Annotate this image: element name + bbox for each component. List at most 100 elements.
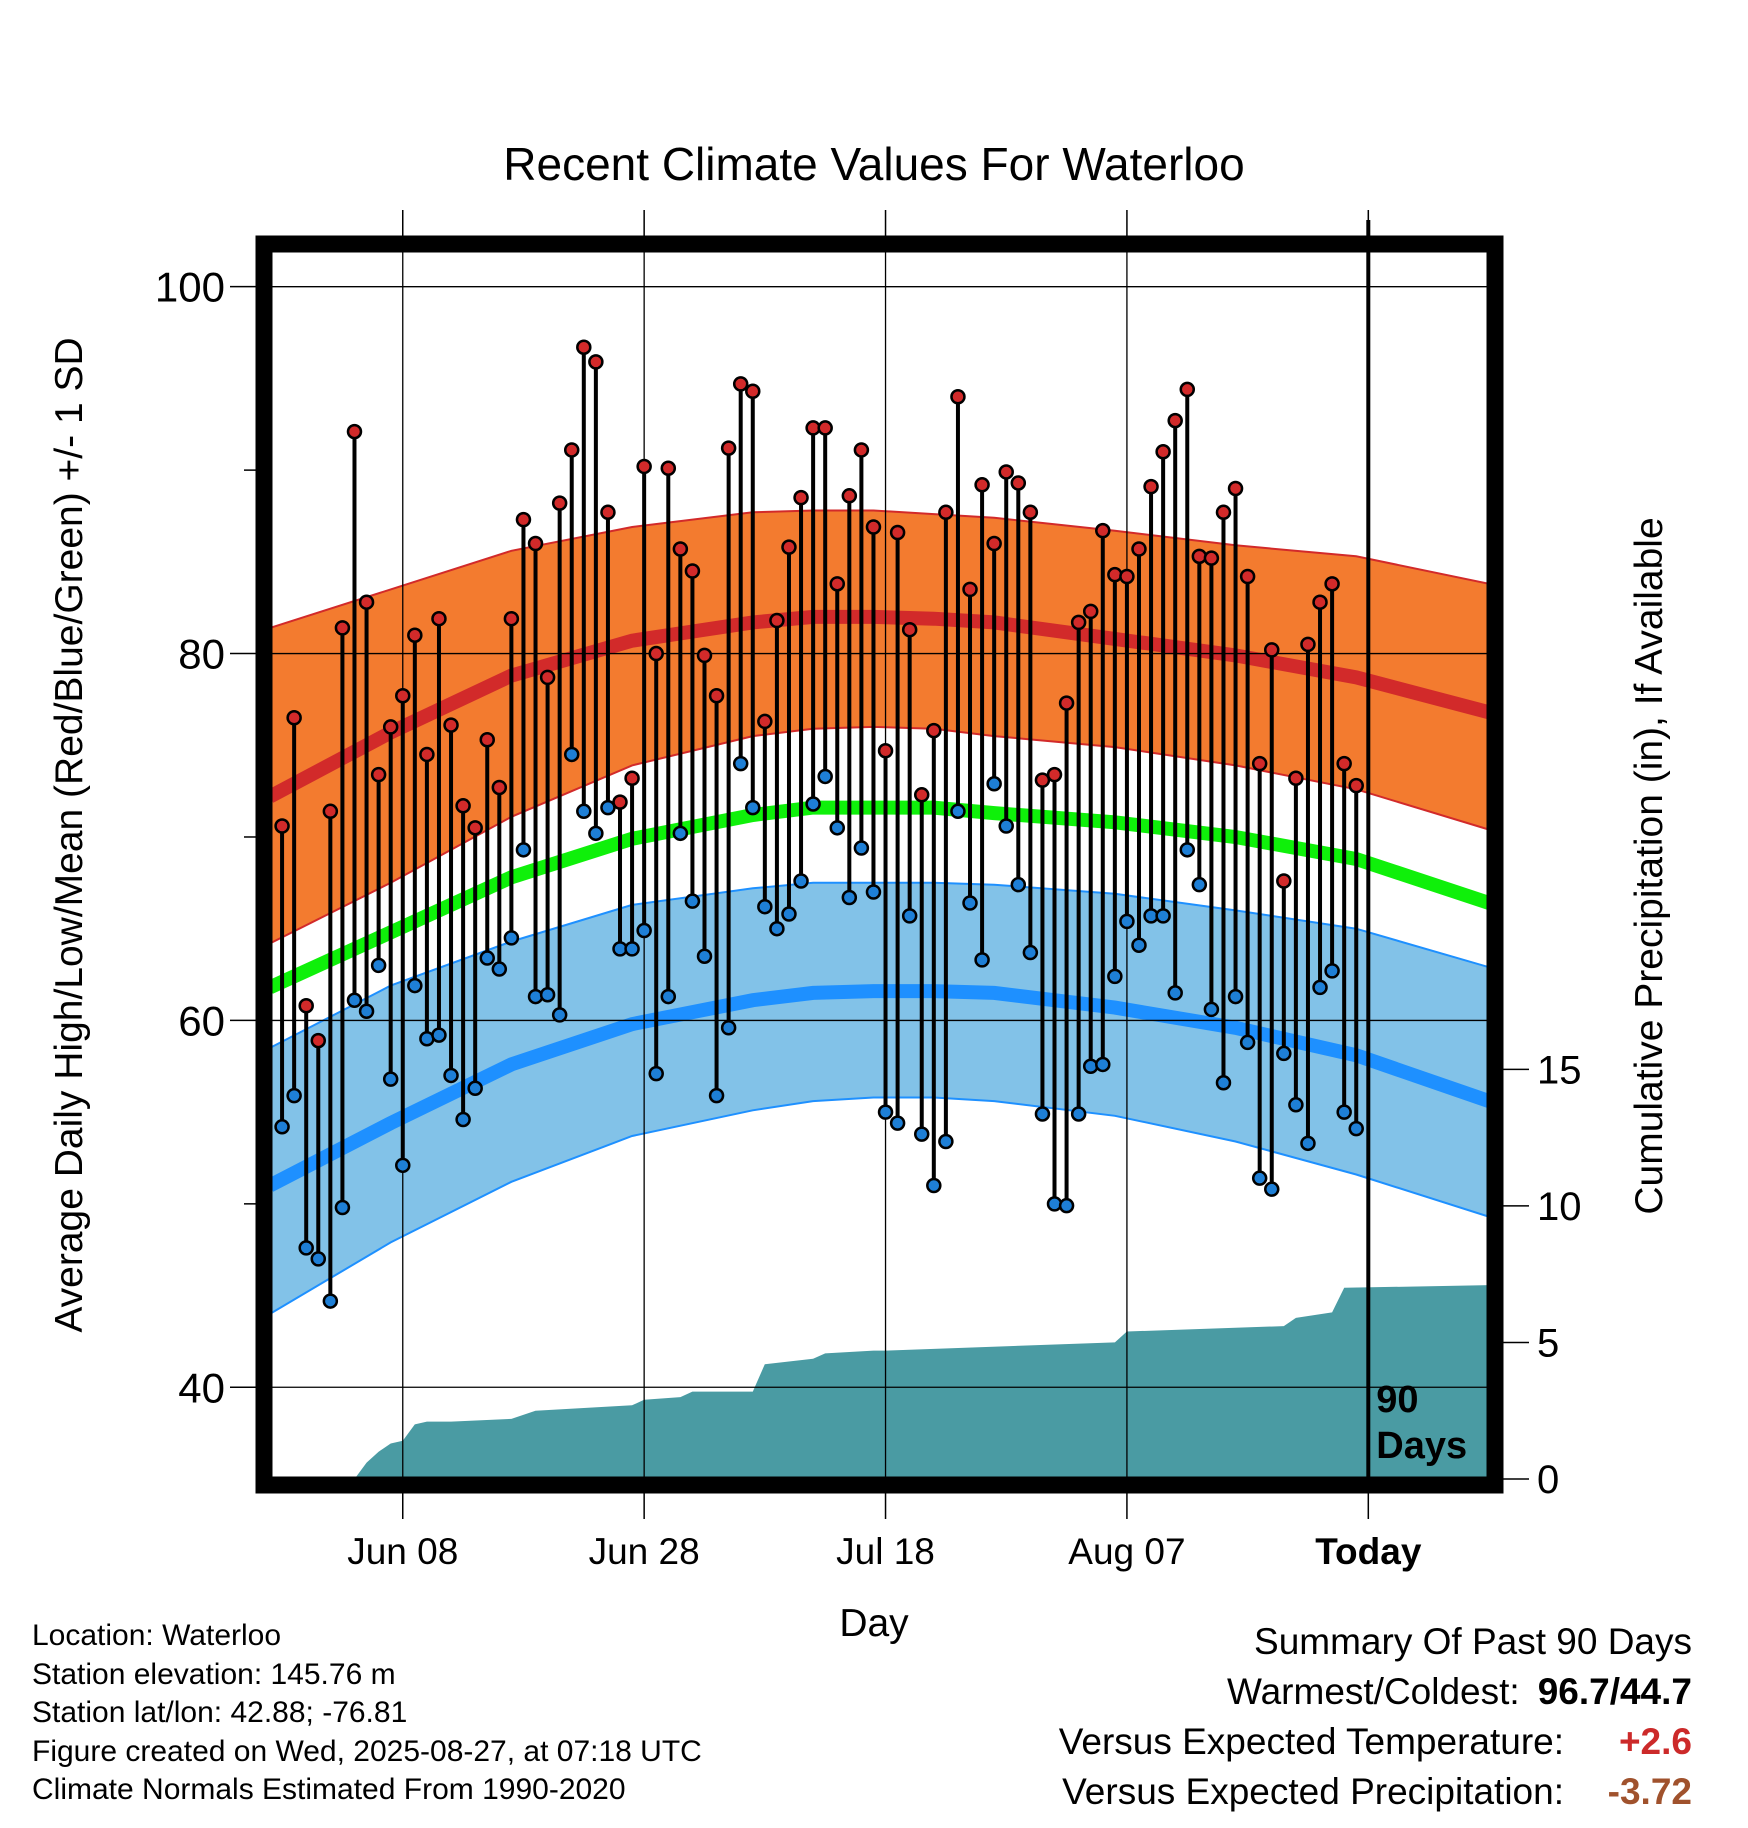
daily-low-point xyxy=(274,1119,290,1135)
daily-high-point xyxy=(467,820,483,836)
daily-high-point xyxy=(913,787,930,803)
daily-low-point xyxy=(407,977,423,994)
x-tick-label: Jun 08 xyxy=(347,1531,458,1572)
daily-high-point xyxy=(672,541,689,557)
warmest-coldest-label: Warmest/Coldest: xyxy=(1227,1671,1520,1712)
daily-high-point xyxy=(660,460,677,477)
daily-high-point xyxy=(986,535,1002,552)
daily-high-point xyxy=(1203,550,1220,566)
daily-high-point xyxy=(648,645,664,662)
daily-high-point xyxy=(443,717,459,733)
daily-high-point xyxy=(1143,478,1159,495)
daily-high-point xyxy=(998,464,1014,480)
daily-high-point xyxy=(576,339,592,355)
daily-low-point xyxy=(1058,1197,1075,1214)
daily-high-point xyxy=(539,669,556,686)
temp-departure-row: Versus Expected Temperature: +2.6 xyxy=(1059,1717,1692,1767)
observation-points xyxy=(274,339,1364,1309)
daily-high-point xyxy=(1300,636,1316,653)
daily-low-point xyxy=(1215,1075,1232,1091)
daily-low-point xyxy=(539,986,556,1003)
daily-high-point xyxy=(1010,475,1027,491)
daily-low-point xyxy=(515,842,532,858)
daily-high-point xyxy=(1336,755,1352,772)
daily-low-point xyxy=(298,1240,314,1256)
daily-low-point xyxy=(672,825,689,842)
daily-low-point xyxy=(901,908,918,924)
daily-high-point xyxy=(1167,412,1183,429)
warmest-coldest-value: 96.7/44.7 xyxy=(1537,1671,1692,1712)
summary-title: Summary Of Past 90 Days xyxy=(1254,1621,1692,1662)
daily-low-point xyxy=(310,1251,327,1267)
y-tick-label: 100 xyxy=(155,264,225,311)
daily-high-point xyxy=(1227,480,1244,497)
y-tick-label: 60 xyxy=(178,997,225,1044)
daily-low-point xyxy=(732,755,749,772)
y-tick-label: 80 xyxy=(178,631,225,678)
daily-high-point xyxy=(1119,568,1135,585)
daily-low-point xyxy=(588,825,604,842)
location-text: Location: Waterloo xyxy=(32,1619,282,1652)
daily-high-point xyxy=(1215,504,1232,521)
x-tick-label: Jun 28 xyxy=(589,1531,700,1572)
daily-high-point xyxy=(515,511,532,528)
daily-low-point xyxy=(889,1115,906,1131)
daily-high-point xyxy=(491,779,508,796)
daily-low-point xyxy=(1010,876,1027,893)
daily-low-point xyxy=(998,818,1014,834)
daily-low-point xyxy=(576,803,592,820)
y2-axis-label: Cumulative Precipitation (in), If Availa… xyxy=(1628,517,1671,1214)
daily-low-point xyxy=(624,941,640,957)
x-tick-label: Jul 18 xyxy=(836,1531,935,1572)
daily-low-point xyxy=(503,930,520,946)
daily-low-point xyxy=(1324,963,1340,979)
daily-low-point xyxy=(1276,1045,1292,1062)
daily-low-point xyxy=(660,988,677,1005)
daily-low-point xyxy=(334,1199,351,1216)
daily-high-point xyxy=(889,524,906,541)
daily-low-point xyxy=(370,957,387,974)
daily-high-point xyxy=(1251,755,1268,772)
daily-low-point xyxy=(551,1007,568,1023)
daily-low-point xyxy=(491,961,508,977)
daily-high-point xyxy=(431,610,447,627)
plot-frame xyxy=(255,235,1504,1494)
daily-low-point xyxy=(600,799,616,816)
daily-low-point xyxy=(793,873,809,889)
daily-high-point xyxy=(841,488,858,504)
daily-high-point xyxy=(938,504,954,521)
daily-high-point xyxy=(1058,695,1075,711)
daily-low-point xyxy=(1179,842,1196,858)
y-tick-label: 40 xyxy=(178,1364,225,1411)
daily-high-point xyxy=(926,722,942,739)
daily-low-point xyxy=(286,1087,302,1104)
daily-low-point xyxy=(1167,985,1183,1001)
daily-low-point xyxy=(1264,1181,1280,1197)
daily-high-point xyxy=(1288,770,1304,787)
daily-high-point xyxy=(382,719,399,735)
daily-low-point xyxy=(817,768,833,785)
daily-high-point xyxy=(358,594,375,610)
daily-high-point xyxy=(310,1032,327,1049)
summary-panel: Summary Of Past 90 Days Warmest/Coldest:… xyxy=(1059,1617,1692,1817)
daily-high-point xyxy=(588,354,604,370)
daily-low-point xyxy=(684,893,701,909)
daily-high-point xyxy=(829,576,846,592)
daily-high-point xyxy=(624,770,640,787)
daily-low-point xyxy=(829,820,846,836)
daily-high-point xyxy=(781,539,797,555)
daily-high-point xyxy=(1348,777,1364,794)
daily-low-point xyxy=(1348,1120,1364,1137)
daily-low-point xyxy=(443,1067,459,1084)
warmest-coldest-row: Warmest/Coldest: 96.7/44.7 xyxy=(1059,1667,1692,1717)
daily-high-point xyxy=(479,732,495,748)
days-marker-label: 90 xyxy=(1376,1379,1418,1421)
daily-low-point xyxy=(1227,988,1244,1005)
daily-low-point xyxy=(720,1020,737,1036)
latlon-text: Station lat/lon: 42.88; -76.81 xyxy=(32,1696,408,1729)
daily-high-point xyxy=(551,495,568,511)
daily-high-point xyxy=(1046,766,1063,783)
daily-low-point xyxy=(1034,1106,1051,1122)
daily-high-point xyxy=(563,442,580,458)
